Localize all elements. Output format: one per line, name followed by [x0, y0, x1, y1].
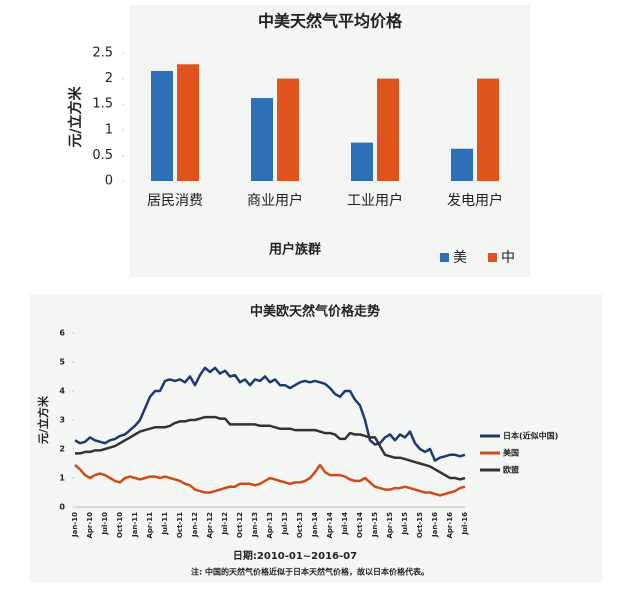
x-tick-label: Apr-15 [386, 512, 394, 539]
bar [251, 98, 273, 181]
x-tick-label: Jul-13 [281, 512, 289, 536]
bar [277, 78, 299, 181]
legend-label: 中 [501, 250, 515, 266]
legend-swatch [440, 253, 449, 262]
y-tick-label: 1.5 [92, 97, 113, 112]
x-tick-label: Apr-13 [266, 512, 274, 539]
chart-2-background [30, 294, 602, 582]
x-tick-label: Jan-10 [71, 512, 79, 538]
x-axis-label: 日期:2010-01~2016-07 [233, 549, 357, 562]
chart-title: 中美天然气平均价格 [258, 12, 403, 31]
x-tick-label: Apr-14 [326, 512, 334, 539]
y-tick-label: 0.5 [92, 148, 113, 163]
x-tick-label: Jul-14 [341, 512, 349, 536]
bar [451, 148, 473, 181]
x-tick-label: Jul-10 [101, 512, 109, 536]
x-tick-label: Jan-12 [191, 512, 199, 538]
y-tick-label: 2.5 [92, 46, 113, 61]
x-tick-label: Apr-10 [86, 512, 94, 539]
legend-label: 欧盟 [503, 465, 519, 475]
x-tick-label: Apr-12 [206, 512, 214, 539]
x-tick-label: 居民消费 [147, 193, 203, 209]
x-tick-label: Apr-11 [146, 512, 154, 539]
legend-swatch [488, 253, 497, 262]
x-tick-label: Jan-14 [311, 512, 319, 538]
x-tick-label: 发电用户 [447, 192, 503, 209]
x-tick-label: Oct-12 [236, 512, 244, 538]
legend-label: 日本(近似中国) [503, 431, 558, 441]
y-tick-label: 3 [59, 416, 65, 425]
x-axis-label: 用户族群 [268, 242, 321, 258]
x-tick-label: Jan-13 [251, 512, 259, 538]
y-tick-label: 4 [59, 387, 65, 396]
y-tick-label: 0 [105, 174, 113, 189]
x-tick-label: Jul-11 [161, 512, 169, 536]
x-tick-label: 商业用户 [247, 192, 303, 209]
y-tick-label: 1 [105, 122, 113, 137]
bar [151, 70, 173, 181]
chart-title: 中美欧天然气价格走势 [250, 304, 380, 320]
x-tick-label: Oct-15 [416, 512, 424, 538]
x-tick-label: Oct-14 [356, 512, 364, 538]
bar [351, 142, 373, 181]
y-axis-label: 元/立方米 [67, 85, 84, 147]
y-axis-label: 元/立方米 [36, 395, 50, 444]
x-tick-label: Oct-13 [296, 512, 304, 538]
y-tick-label: 6 [59, 329, 65, 338]
bar [477, 78, 499, 181]
y-tick-label: 0 [59, 503, 65, 512]
x-tick-label: Jul-12 [221, 512, 229, 536]
line [74, 366, 466, 462]
bar [177, 64, 199, 181]
x-tick-label: Jul-16 [461, 512, 469, 536]
y-tick-label: 1 [59, 474, 65, 483]
x-tick-label: Jul-15 [401, 512, 409, 536]
y-tick-label: 2 [105, 71, 113, 86]
line [75, 415, 466, 481]
legend-label: 美国 [503, 448, 519, 458]
x-tick-label: Jan-11 [131, 512, 139, 538]
x-tick-label: Jan-15 [371, 512, 379, 538]
x-tick-label: 工业用户 [347, 192, 403, 209]
x-tick-label: Oct-11 [176, 512, 184, 538]
note: 注: 中国的天然气价格近似于日本天然气价格，故以日本价格代表。 [191, 567, 429, 577]
bar [377, 78, 399, 181]
x-tick-label: Apr-16 [446, 512, 454, 539]
y-tick-label: 5 [59, 358, 65, 367]
y-tick-label: 2 [59, 445, 65, 454]
x-tick-label: Oct-10 [116, 512, 124, 538]
x-tick-label: Jan-16 [431, 512, 439, 538]
legend-label: 美 [453, 250, 467, 266]
line [74, 463, 466, 497]
